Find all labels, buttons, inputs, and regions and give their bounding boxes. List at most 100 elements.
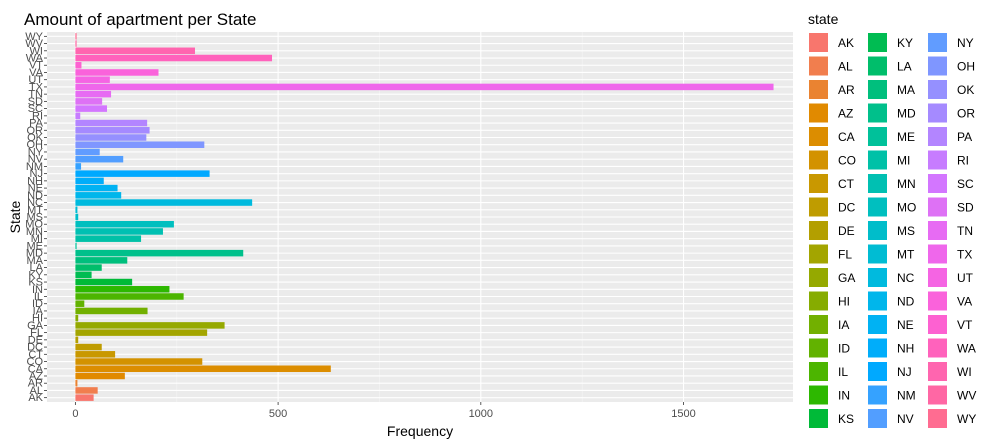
x-tick-label: 500 bbox=[269, 408, 287, 420]
legend-key-ak bbox=[809, 33, 828, 52]
bar-nc bbox=[75, 199, 253, 206]
legend-label-ga: GA bbox=[838, 271, 855, 285]
bar-ri bbox=[75, 112, 81, 120]
bar-ct bbox=[75, 351, 116, 358]
legend-label-ny: NY bbox=[957, 36, 974, 50]
bar-az bbox=[75, 372, 125, 380]
legend-label-nd: ND bbox=[897, 295, 915, 309]
bar-ne bbox=[75, 184, 118, 192]
x-axis-ticks: 0 500 1000 1500 bbox=[72, 402, 696, 420]
legend-key-nh bbox=[868, 338, 887, 358]
legend-key-wy bbox=[928, 409, 947, 428]
y-tick-label: NY bbox=[28, 146, 44, 158]
bar-fl bbox=[75, 329, 208, 336]
legend-label-nj: NJ bbox=[897, 365, 912, 379]
bar-vt bbox=[75, 61, 82, 69]
legend-key-nd bbox=[868, 291, 887, 311]
x-tick-label: 1500 bbox=[671, 408, 695, 420]
legend-key-ri bbox=[928, 150, 947, 170]
y-tick-label: HI bbox=[32, 313, 43, 325]
legend-label-nc: NC bbox=[897, 271, 915, 285]
y-tick-label: OR bbox=[27, 125, 44, 137]
y-tick-label: WV bbox=[25, 38, 43, 50]
bar-wi bbox=[75, 47, 195, 55]
legend-label-ut: UT bbox=[957, 271, 974, 285]
legend-key-al bbox=[809, 56, 828, 76]
legend-key-md bbox=[868, 103, 887, 123]
y-tick-label: DC bbox=[27, 342, 43, 354]
y-tick-label: GA bbox=[27, 320, 44, 332]
y-tick-label: IA bbox=[33, 305, 44, 317]
legend-key-la bbox=[868, 56, 887, 76]
legend-key-hi bbox=[809, 291, 828, 311]
legend-key-ar bbox=[809, 80, 828, 99]
bar-co bbox=[75, 358, 203, 365]
legend-label-sc: SC bbox=[957, 177, 974, 191]
legend-key-tn bbox=[928, 221, 947, 240]
legend-key-az bbox=[809, 103, 828, 123]
legend-key-va bbox=[928, 291, 947, 311]
legend-label-ca: CA bbox=[838, 130, 855, 144]
bar-ut bbox=[75, 76, 110, 83]
legend-label-ma: MA bbox=[897, 83, 915, 97]
y-tick-label: MO bbox=[25, 219, 43, 231]
y-tick-label: IL bbox=[34, 291, 43, 303]
y-tick-label: NH bbox=[27, 175, 43, 187]
legend-label-ne: NE bbox=[897, 318, 914, 332]
bar-nj bbox=[75, 170, 210, 177]
legend-key-vt bbox=[928, 315, 947, 334]
y-tick-label: TN bbox=[28, 89, 43, 101]
bar-wy bbox=[75, 33, 77, 40]
y-axis-title: State bbox=[7, 200, 23, 233]
bar-nd bbox=[75, 192, 122, 199]
legend-key-ks bbox=[809, 409, 828, 428]
bar-in bbox=[75, 286, 170, 293]
legend-label-tn: TN bbox=[957, 224, 973, 238]
y-tick-label: NE bbox=[28, 183, 43, 195]
legend-label-wa: WA bbox=[957, 342, 976, 356]
legend-key-fl bbox=[809, 244, 828, 264]
legend-label-id: ID bbox=[838, 342, 850, 356]
chart-title: Amount of apartment per State bbox=[24, 10, 256, 29]
legend-key-sc bbox=[928, 174, 947, 193]
bar-mn bbox=[75, 228, 163, 235]
legend-label-nh: NH bbox=[897, 342, 914, 356]
legend-key-ky bbox=[868, 33, 887, 52]
legend-label-ky: KY bbox=[897, 36, 913, 50]
legend-key-ny bbox=[928, 33, 947, 52]
legend-label-tx: TX bbox=[957, 248, 972, 262]
legend-label-il: IL bbox=[838, 365, 848, 379]
legend-label-nv: NV bbox=[897, 412, 914, 426]
bar-pa bbox=[75, 119, 148, 127]
legend-label-ct: CT bbox=[838, 177, 855, 191]
y-axis-ticks: AKALARAZCACOCTDCDEFLGAHIIAIDILINKSKYLAMA… bbox=[25, 31, 47, 404]
x-tick-label: 1000 bbox=[469, 408, 493, 420]
y-tick-label: MT bbox=[27, 204, 43, 216]
legend-label-de: DE bbox=[838, 224, 855, 238]
legend-label-ok: OK bbox=[957, 83, 974, 97]
legend-key-me bbox=[868, 127, 887, 146]
y-tick-label: KY bbox=[28, 269, 43, 281]
y-tick-label: IN bbox=[32, 284, 43, 296]
legend-key-ca bbox=[809, 127, 828, 146]
y-tick-label: CT bbox=[28, 349, 43, 361]
y-tick-label: FL bbox=[30, 327, 43, 339]
legend-key-nj bbox=[868, 362, 887, 381]
bar-mi bbox=[75, 235, 142, 242]
legend-label-wi: WI bbox=[957, 365, 972, 379]
grid-lines bbox=[47, 32, 793, 402]
y-tick-label: MA bbox=[27, 255, 44, 267]
y-tick-label: NJ bbox=[30, 168, 43, 180]
bar-sd bbox=[75, 98, 103, 105]
bar-tn bbox=[75, 90, 112, 98]
y-tick-label: OH bbox=[27, 139, 44, 151]
legend-label-wy: WY bbox=[957, 412, 976, 426]
y-tick-label: LA bbox=[30, 262, 44, 274]
bar-hi bbox=[75, 314, 79, 322]
legend-key-sd bbox=[928, 197, 947, 217]
legend-key-mo bbox=[868, 197, 887, 217]
legend-key-ok bbox=[928, 80, 947, 99]
legend-key-ms bbox=[868, 221, 887, 240]
bar-wa bbox=[75, 54, 273, 62]
